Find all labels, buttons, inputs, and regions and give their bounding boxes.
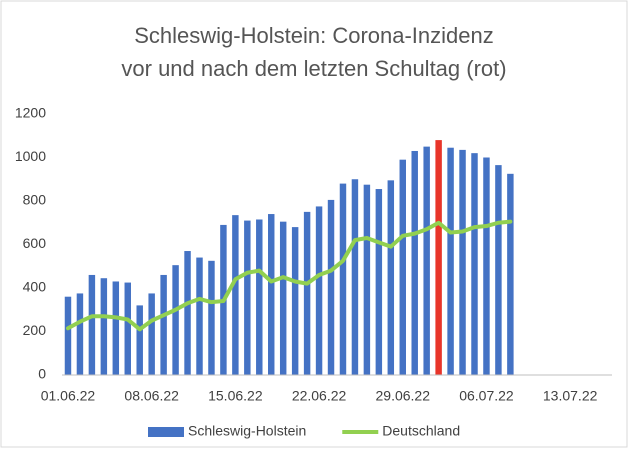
bar: [112, 281, 120, 375]
bar: [447, 147, 454, 375]
bar: [184, 251, 191, 375]
bar: [315, 206, 323, 375]
bar: [291, 227, 299, 375]
chart-title: vor und nach dem letzten Schultag (rot): [121, 56, 506, 81]
bar: [375, 189, 383, 375]
legend-swatch: [148, 427, 184, 437]
bar: [423, 146, 430, 375]
bar: [172, 265, 179, 375]
bar: [399, 159, 406, 375]
bar: [256, 219, 263, 375]
bar: [471, 153, 478, 375]
y-tick-label: 1000: [15, 148, 46, 164]
y-tick-label: 800: [23, 192, 47, 208]
bar: [76, 293, 84, 375]
bar: [303, 211, 311, 375]
line: [65, 219, 513, 332]
bar: [495, 165, 502, 375]
y-tick-label: 1200: [15, 105, 46, 121]
x-tick-label: 13.07.22: [543, 388, 598, 404]
x-tick-label: 01.06.22: [41, 388, 96, 404]
bar: [411, 150, 418, 375]
bar: [88, 274, 96, 375]
bar: [435, 140, 442, 375]
bar: [136, 305, 143, 375]
x-tick-label: 06.07.22: [459, 388, 514, 404]
bar: [387, 180, 395, 375]
legend-label: Deutschland: [382, 423, 460, 439]
legend-label: Schleswig-Holstein: [188, 423, 306, 439]
bar: [160, 274, 167, 375]
bar: [232, 215, 239, 375]
bar: [327, 199, 335, 375]
x-tick-label: 08.06.22: [124, 388, 179, 404]
y-tick-label: 600: [23, 235, 47, 251]
bar: [339, 183, 347, 375]
y-tick-label: 200: [23, 322, 47, 338]
bar: [459, 149, 466, 375]
bar: [279, 221, 287, 375]
bar: [268, 214, 275, 375]
y-tick-label: 400: [23, 279, 47, 295]
bar: [483, 157, 490, 375]
bar: [64, 296, 72, 375]
bar: [196, 257, 203, 375]
bar: [124, 282, 131, 375]
bar: [100, 278, 108, 375]
bar: [351, 179, 359, 375]
chart-title: Schleswig-Holstein: Corona-Inzidenz: [134, 23, 494, 48]
bar: [507, 173, 514, 375]
bar: [208, 260, 215, 375]
bar: [148, 293, 155, 375]
y-tick-label: 0: [38, 366, 46, 382]
x-tick-label: 15.06.22: [208, 388, 263, 404]
x-tick-label: 22.06.22: [292, 388, 347, 404]
bar: [363, 184, 371, 375]
x-tick-label: 29.06.22: [376, 388, 431, 404]
bar: [244, 220, 251, 375]
